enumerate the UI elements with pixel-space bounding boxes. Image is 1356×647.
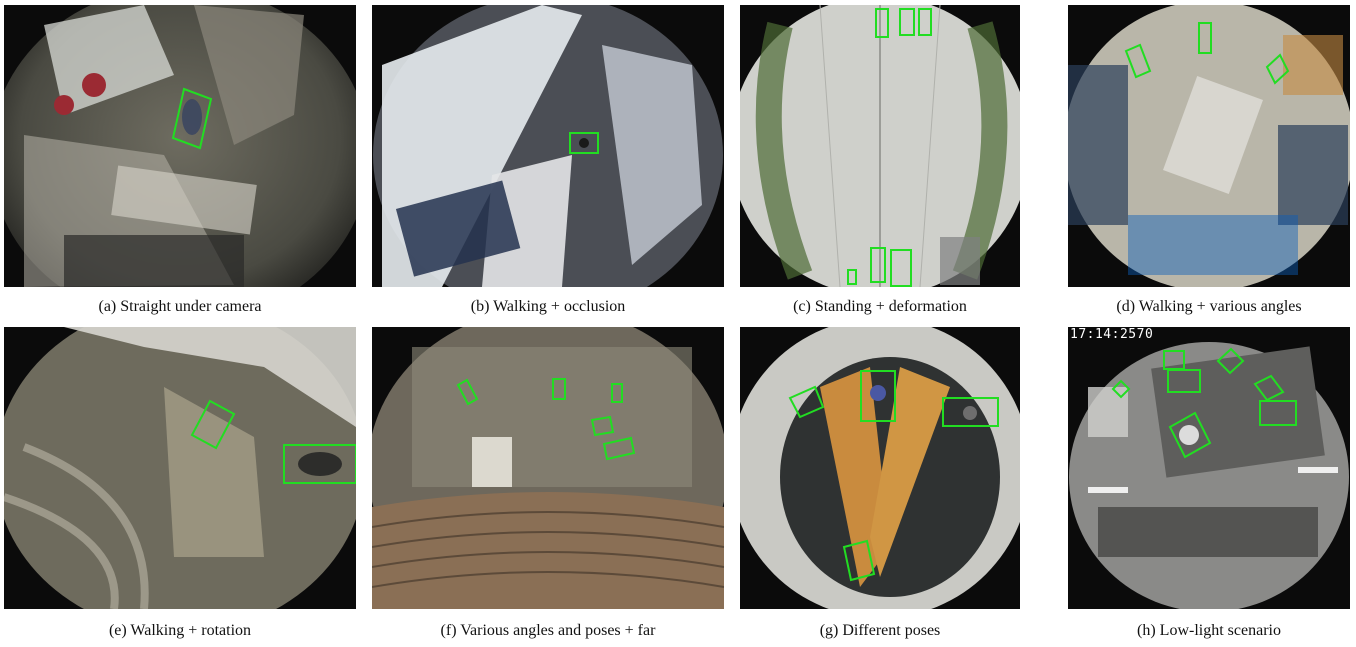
fisheye-image-c xyxy=(740,5,1020,287)
caption-g: (g) Different poses xyxy=(819,622,941,639)
timestamp-overlay: 17:14:2570 xyxy=(1070,327,1154,342)
fisheye-image-a xyxy=(4,5,356,287)
fisheye-image-b xyxy=(372,5,724,287)
caption-h: (h) Low-light scenario xyxy=(1137,622,1281,639)
caption-c: (c) Standing + deformation xyxy=(793,298,967,315)
caption-e: (e) Walking + rotation xyxy=(108,622,252,639)
caption-f: (f) Various angles and poses + far xyxy=(440,622,656,639)
caption-a: (a) Straight under camera xyxy=(98,298,262,315)
caption-b: (b) Walking + occlusion xyxy=(470,298,626,315)
fisheye-image-f xyxy=(372,327,724,609)
caption-d: (d) Walking + various angles xyxy=(1116,298,1302,315)
fisheye-image-h: 17:14:2570 xyxy=(1068,327,1350,609)
fisheye-image-e xyxy=(4,327,356,609)
fisheye-image-g xyxy=(740,327,1020,609)
fisheye-image-d xyxy=(1068,5,1350,287)
